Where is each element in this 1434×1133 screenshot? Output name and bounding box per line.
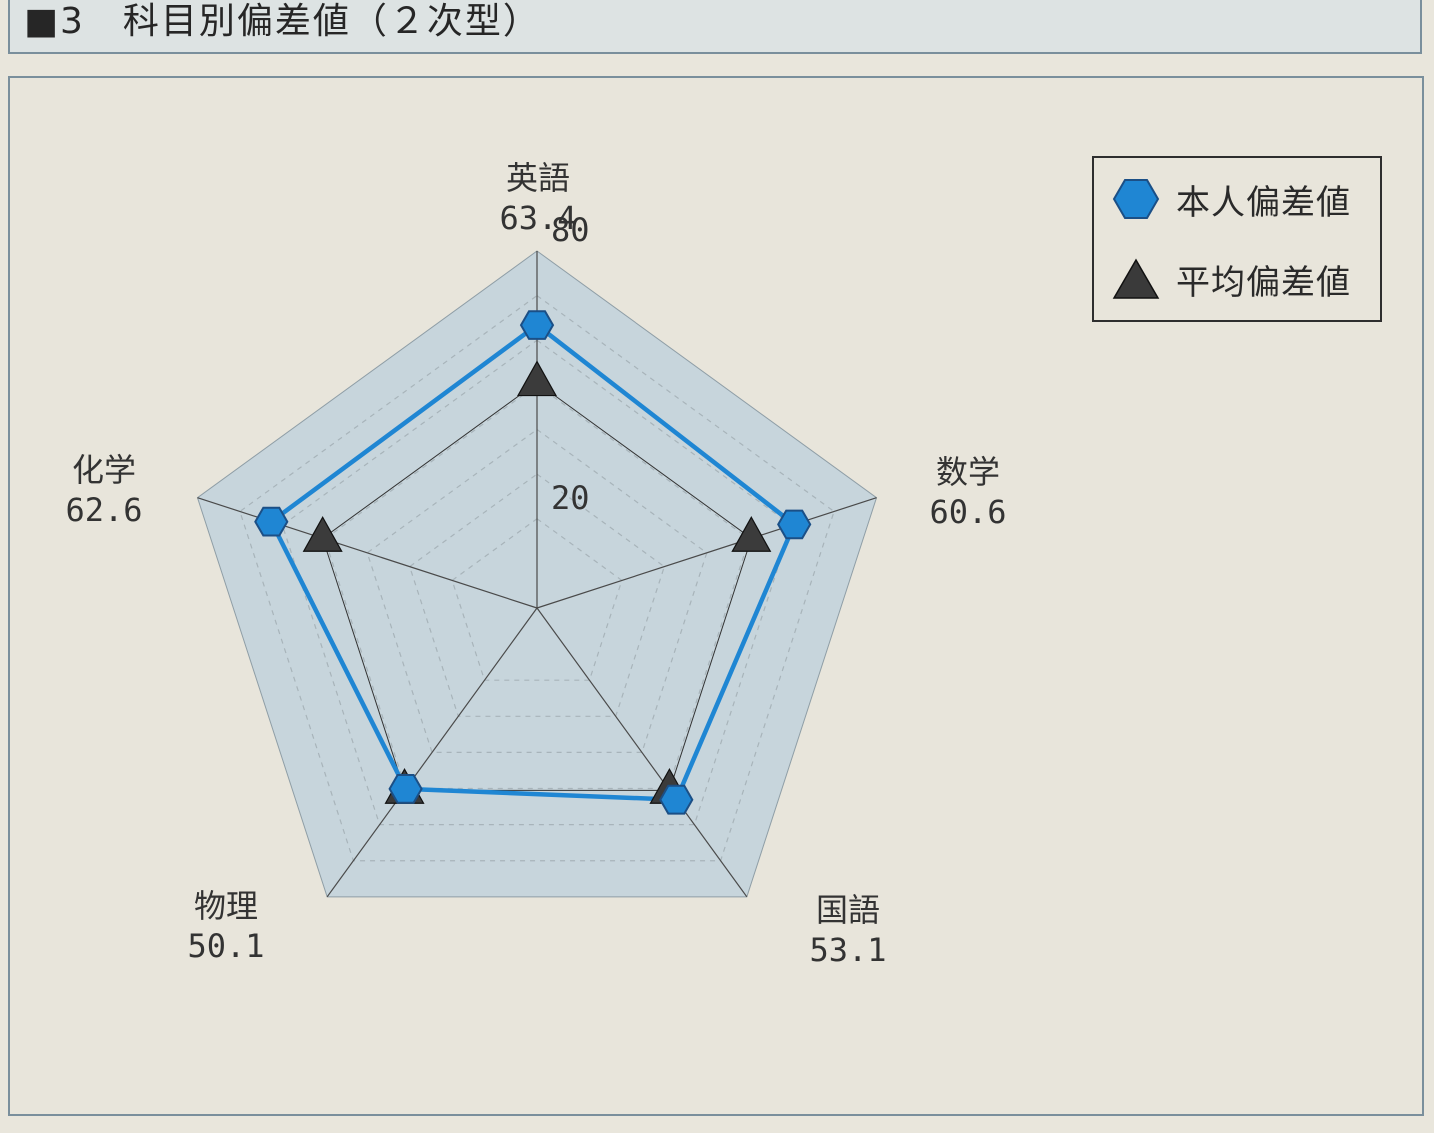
series-average-marker: [731, 516, 772, 552]
radar-grid-ring: [408, 473, 666, 717]
radar-spoke: [536, 607, 748, 898]
series-average-marker: [302, 516, 343, 552]
radar-spoke: [326, 607, 538, 898]
series-self-line: [269, 322, 797, 802]
radar-spoke: [197, 497, 538, 609]
axis-name-math: 数学: [935, 453, 1000, 491]
radar-spoke: [536, 497, 877, 609]
radar-grid-ring: [239, 294, 835, 862]
legend-label-self: 本人偏差値: [1176, 182, 1351, 223]
axis-label-math: 数学 60.6: [908, 452, 1028, 532]
radar-grid-ring: [281, 339, 793, 826]
axis-label-chemistry: 化学 62.6: [44, 450, 164, 530]
chart-legend: 本人偏差値 平均偏差値: [1092, 156, 1382, 322]
series-self-marker: [254, 506, 289, 537]
legend-item-self: 本人偏差値: [1110, 174, 1351, 224]
triangle-marker-icon: [1112, 258, 1160, 299]
axis-label-japanese: 国語 53.1: [788, 890, 908, 970]
axis-name-japanese: 国語: [815, 891, 880, 929]
series-self-marker: [519, 310, 555, 340]
axis-value-physics: 50.1: [187, 927, 265, 965]
axis-label-physics: 物理 50.1: [166, 886, 286, 966]
series-average-line: [322, 382, 752, 791]
axis-value-math: 60.6: [929, 493, 1007, 531]
radar-grid-ring: [451, 518, 623, 681]
axis-value-japanese: 53.1: [809, 931, 887, 969]
series-self-marker: [388, 774, 423, 804]
radar-scale-tick-label: 80: [551, 211, 590, 249]
axis-value-chemistry: 62.6: [65, 491, 143, 529]
series-self-marker: [659, 784, 694, 815]
axis-label-english: 英語 63.4: [478, 158, 598, 238]
series-average-marker: [516, 360, 558, 397]
radar-scale-tick-label: 20: [551, 479, 590, 517]
series-self-marker: [777, 509, 812, 540]
legend-item-average: 平均偏差値: [1110, 254, 1351, 304]
radar-grid-ring: [366, 428, 708, 754]
section-title: ■3 科目別偏差値（２次型）: [24, 1, 541, 42]
axis-value-english: 63.4: [499, 199, 577, 237]
axis-name-chemistry: 化学: [71, 451, 136, 489]
axis-name-english: 英語: [505, 159, 570, 197]
radar-grid-ring: [324, 384, 750, 790]
section-header: ■3 科目別偏差値（２次型）: [8, 0, 1422, 54]
legend-label-average: 平均偏差値: [1176, 262, 1351, 303]
axis-name-physics: 物理: [193, 887, 258, 925]
hexagon-marker-icon: [1112, 179, 1160, 219]
